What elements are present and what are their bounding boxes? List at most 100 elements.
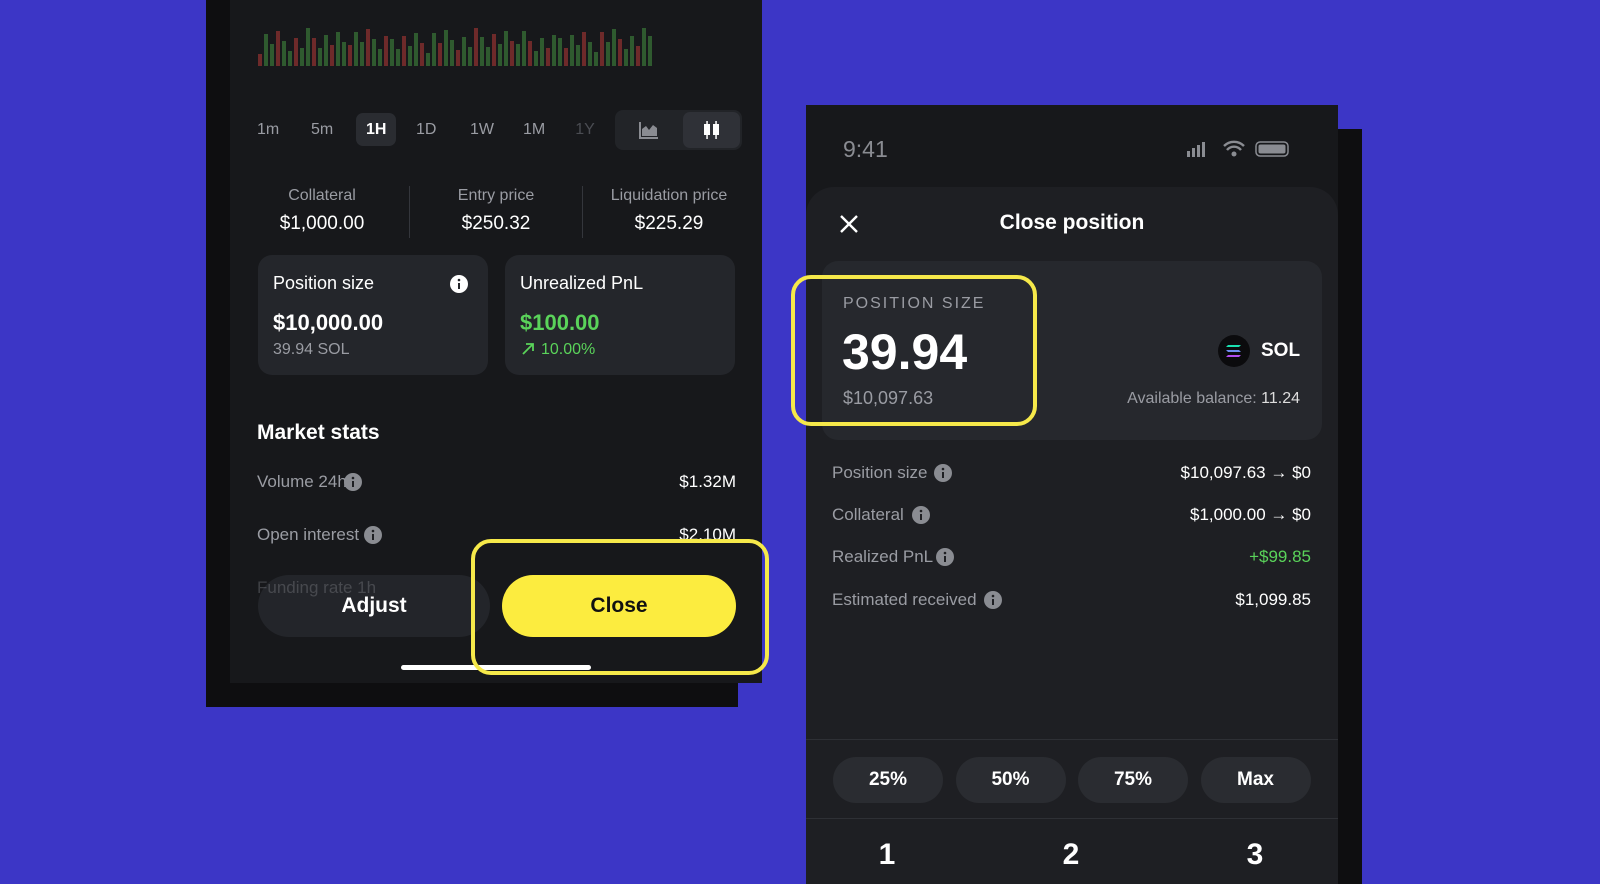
info-icon[interactable] (344, 473, 362, 491)
volume-bar (510, 41, 514, 66)
volume-bar (294, 38, 298, 66)
timeframe-tab[interactable]: 5m (311, 121, 334, 138)
close-button[interactable]: Close (502, 575, 736, 637)
stat-value: $250.32 (461, 213, 531, 234)
percent-button[interactable]: 75% (1078, 757, 1188, 803)
close-icon[interactable] (839, 214, 859, 234)
volume-bar (582, 32, 586, 66)
chart-type-toggle[interactable] (615, 110, 742, 150)
active-tab[interactable] (356, 113, 396, 146)
volume-bar (258, 54, 262, 66)
timeframe-tab[interactable]: 1Y (575, 121, 595, 138)
divider (409, 186, 410, 238)
volume-bar (342, 42, 346, 66)
button-label[interactable]: Max (1237, 769, 1274, 790)
timeframe-tab[interactable]: 1m (257, 121, 280, 138)
volume-bar (570, 35, 574, 66)
stat-label: Liquidation price (610, 187, 728, 204)
keypad-key[interactable]: 1 (878, 838, 896, 871)
volume-bar (276, 31, 280, 66)
position-size-card: POSITION SIZE 39.94 $10,097.63 SOL Avail… (822, 261, 1322, 440)
volume-bar (624, 49, 628, 66)
token: SOL (1261, 340, 1301, 361)
button-label[interactable]: 50% (991, 769, 1030, 790)
volume-bar (480, 37, 484, 66)
volume-bar (396, 49, 400, 66)
volume-bar (270, 44, 274, 66)
row-label: Estimated received (832, 590, 977, 609)
stat-label: Open interest (257, 525, 360, 544)
volume-bar (474, 28, 478, 66)
volume-bar (348, 45, 352, 66)
volume-bar (336, 32, 340, 66)
timeframe-tab[interactable]: 1D (416, 121, 437, 138)
info-icon[interactable] (936, 548, 954, 566)
info-icon[interactable] (912, 506, 930, 524)
area-chart-icon[interactable] (639, 121, 659, 139)
volume-bar (498, 44, 502, 66)
button-label[interactable]: 25% (868, 769, 908, 790)
volume-bar (540, 38, 544, 66)
percent-button[interactable]: Max (1200, 757, 1311, 803)
row-value: $1,000.00 → $0 (1190, 505, 1311, 524)
volume-bar (588, 42, 592, 66)
amount: 39.94 (842, 324, 968, 380)
adjust-button[interactable]: Adjust (258, 575, 490, 637)
volume-bar (450, 40, 454, 66)
volume-bar (504, 31, 508, 66)
info-icon[interactable] (364, 526, 382, 544)
row-value: +$99.85 (1249, 547, 1311, 566)
keypad-key[interactable]: 2 (1062, 838, 1080, 871)
info-icon[interactable] (934, 464, 952, 482)
volume-bar (390, 39, 394, 66)
button-label[interactable]: 75% (1113, 769, 1153, 790)
volume-bar (264, 34, 268, 66)
card-value: $100.00 (520, 310, 600, 335)
volume-bar (528, 41, 532, 66)
button-label[interactable]: Close (590, 594, 648, 617)
percent-button[interactable]: 50% (955, 757, 1066, 803)
stat-label: Funding rate 1h (257, 578, 377, 597)
stat-value: $1.32M (679, 472, 736, 491)
card-sub: 10.00% (541, 341, 596, 358)
button-label[interactable]: Adjust (341, 594, 407, 617)
volume-bar (366, 29, 370, 66)
info-icon[interactable] (984, 591, 1002, 609)
volume-bar (612, 29, 616, 66)
volume-bar (636, 46, 640, 66)
keypad-key[interactable]: 3 (1246, 838, 1264, 871)
volume-bar (618, 39, 622, 66)
volume-bar (330, 45, 334, 66)
volume-bar (456, 50, 460, 66)
highlight (471, 539, 769, 675)
volume-bar (354, 32, 358, 66)
stat-label: Volume 24h (257, 472, 347, 491)
volume-bar (372, 39, 376, 66)
row-value: $10,097.63 → $0 (1180, 463, 1311, 482)
volume-bar (318, 48, 322, 66)
timeframe-tab[interactable]: 1M (523, 121, 546, 138)
card-label: POSITION SIZE (843, 295, 986, 312)
volume-bar (600, 32, 604, 66)
volume-bar (444, 30, 448, 66)
volume-bar (426, 53, 430, 66)
card-value: $10,000.00 (273, 310, 384, 335)
candle-icon[interactable] (702, 120, 722, 140)
amount-usd: $10,097.63 (843, 388, 934, 408)
stat-value: $225.29 (634, 213, 704, 234)
volume-bar (468, 47, 472, 66)
stat-label: Collateral (288, 187, 356, 204)
volume-bar (282, 41, 286, 66)
sol-icon (1218, 335, 1250, 367)
row-value: $1,099.85 (1235, 590, 1311, 609)
volume-bars (258, 28, 652, 66)
timeframe-tab[interactable]: 1H (366, 121, 387, 138)
candle-toggle[interactable] (683, 112, 740, 148)
volume-bar (564, 48, 568, 66)
timeframe-tab[interactable]: 1W (470, 121, 494, 138)
info-icon[interactable] (450, 275, 468, 293)
card-title: Position size (273, 273, 375, 293)
percent-button[interactable]: 25% (833, 757, 943, 803)
volume-bar (642, 28, 646, 66)
